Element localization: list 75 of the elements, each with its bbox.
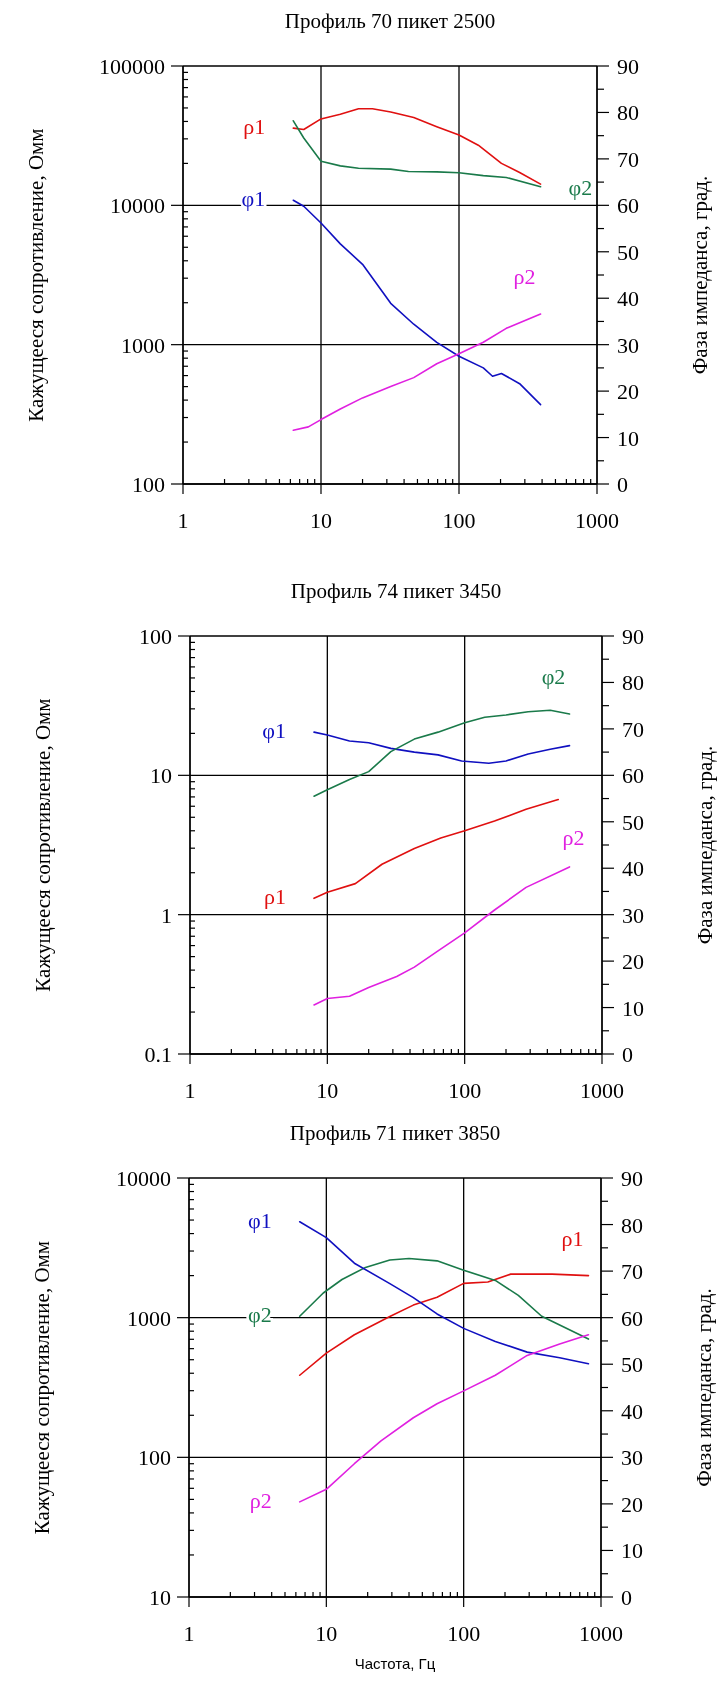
y-tick-label: 1000: [121, 332, 165, 358]
y2-tick-label: 50: [621, 1352, 643, 1378]
x-tick-label: 1000: [579, 1621, 623, 1646]
y-tick-label: 10: [149, 1585, 171, 1610]
x-tick-label: 1: [183, 1621, 195, 1646]
series-label: ρ1: [561, 1225, 584, 1251]
y2-tick-label: 90: [617, 54, 639, 79]
y2-tick-label: 20: [617, 379, 639, 405]
y2-tick-label: 40: [621, 1398, 643, 1424]
y-axis-title: Кажущееся сопротивление, Омм: [31, 698, 55, 992]
series-label: φ2: [568, 174, 593, 200]
y2-axis-title: Фаза импеданса, град.: [688, 175, 712, 375]
y2-tick-label: 70: [622, 716, 644, 742]
x-tick-label: 1: [177, 508, 189, 533]
series-label: ρ1: [243, 114, 266, 140]
y2-tick-label: 0: [622, 1042, 633, 1067]
series-label: ρ1: [264, 884, 287, 910]
series-label: ρ2: [513, 264, 536, 289]
x-tick-label: 10: [316, 1078, 339, 1103]
y-tick-label: 10000: [116, 1166, 171, 1191]
y2-tick-label: 30: [622, 902, 644, 928]
y2-tick-label: 90: [622, 624, 644, 649]
x-tick-label: 1: [184, 1078, 196, 1103]
y2-tick-label: 40: [622, 856, 644, 882]
x-tick-label: 100: [448, 1078, 482, 1103]
y2-tick-label: 40: [617, 286, 639, 312]
y2-tick-label: 80: [622, 670, 644, 696]
x-axis-title: Частота, Гц: [354, 1655, 436, 1672]
y2-tick-label: 20: [622, 949, 644, 975]
y2-tick-label: 70: [617, 146, 639, 172]
x-tick-label: 10: [315, 1621, 338, 1646]
y2-tick-label: 10: [622, 995, 644, 1021]
y2-tick-label: 20: [621, 1491, 643, 1517]
chart-title: Профиль 70 пикет 2500: [284, 9, 496, 33]
y2-tick-label: 60: [622, 763, 644, 789]
y2-tick-label: 10: [617, 425, 639, 451]
series-label: ρ2: [562, 824, 585, 850]
y2-tick-label: 50: [622, 809, 644, 835]
y-tick-label: 0.1: [144, 1042, 172, 1067]
y-tick-label: 1: [161, 902, 172, 928]
y2-tick-label: 10: [621, 1538, 643, 1564]
y2-tick-label: 50: [617, 239, 639, 265]
y-tick-label: 10: [150, 763, 172, 789]
y2-tick-label: 0: [617, 472, 628, 497]
series-label: φ1: [248, 1207, 272, 1233]
y2-tick-label: 60: [621, 1305, 643, 1331]
y2-tick-label: 70: [621, 1259, 643, 1285]
y2-tick-label: 30: [621, 1445, 643, 1471]
y2-axis-title: Фаза импеданса, град.: [692, 1288, 716, 1487]
x-tick-label: 100: [447, 1621, 481, 1646]
y2-tick-label: 90: [621, 1166, 643, 1191]
y-axis-title: Кажущееся сопротивление, Омм: [24, 128, 48, 422]
series-label: φ1: [241, 186, 266, 212]
y-axis-title: Кажущееся сопротивление, Омм: [30, 1240, 54, 1535]
y-tick-label: 100: [132, 472, 165, 497]
y2-tick-label: 60: [617, 193, 639, 219]
y2-axis-title: Фаза импеданса, град.: [693, 745, 717, 945]
x-tick-label: 10: [310, 508, 332, 533]
y2-tick-label: 80: [617, 100, 639, 126]
y-tick-label: 1000: [127, 1305, 171, 1331]
chart-title: Профиль 74 пикет 3450: [290, 579, 502, 603]
y2-tick-label: 30: [617, 332, 639, 358]
y-tick-label: 10000: [110, 193, 165, 219]
x-tick-label: 1000: [575, 508, 619, 533]
y2-tick-label: 80: [621, 1212, 643, 1238]
x-tick-label: 1000: [580, 1078, 624, 1103]
x-tick-label: 100: [442, 508, 476, 533]
y-tick-label: 100: [139, 624, 172, 649]
y-tick-label: 100000: [99, 54, 165, 79]
y-tick-label: 100: [138, 1445, 171, 1471]
chart-title: Профиль 71 пикет 3850: [289, 1121, 501, 1145]
series-label: ρ2: [249, 1487, 272, 1513]
series-label: φ1: [262, 718, 287, 744]
y2-tick-label: 0: [621, 1585, 632, 1610]
series-label: φ2: [541, 664, 566, 690]
